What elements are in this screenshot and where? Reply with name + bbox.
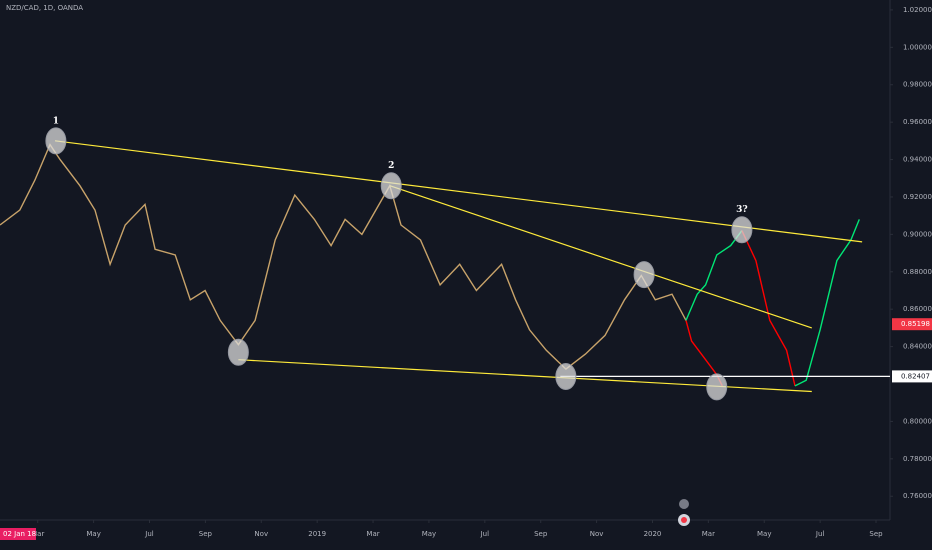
y-tick-label: 0.84000 (903, 343, 932, 351)
y-tick-label: 1.02000 (903, 6, 932, 14)
price-line (685, 230, 743, 321)
trend-line (389, 185, 812, 329)
y-tick-label: 0.78000 (903, 455, 932, 463)
point-label: 2 (388, 161, 394, 171)
y-tick-label: 0.92000 (903, 193, 932, 201)
x-tick-label: Sep (869, 530, 883, 538)
x-tick-label: Sep (199, 530, 213, 538)
price-line (794, 219, 860, 387)
x-tick-label: Mar (366, 530, 379, 538)
x-tick-label: Sep (534, 530, 548, 538)
highlight-circle (706, 373, 728, 401)
trend-line (54, 140, 863, 243)
highlight-circle (227, 338, 249, 366)
y-tick-label: 0.96000 (903, 118, 932, 126)
x-tick-label: Jul (815, 530, 825, 538)
y-tick-label: 0.94000 (903, 156, 932, 164)
highlight-circle (45, 127, 67, 155)
price-label: 0.82407 (901, 372, 930, 380)
x-tick-label: Mar (31, 530, 44, 538)
x-tick-label: Jul (480, 530, 490, 538)
y-tick-label: 0.90000 (903, 230, 932, 238)
x-tick-label: May (86, 530, 100, 538)
y-tick-label: 0.86000 (903, 305, 932, 313)
y-tick-label: 0.88000 (903, 268, 932, 276)
price-label-box (892, 370, 932, 383)
y-tick-label: 1.00000 (903, 43, 932, 51)
x-tick-label: Nov (254, 530, 268, 538)
cursor-label: 02 Jan 18 (3, 530, 36, 538)
x-tick-label: May (757, 530, 771, 538)
x-tick-label: Mar (702, 530, 715, 538)
point-label: 1 (53, 116, 59, 126)
x-tick-label: 2020 (644, 530, 662, 538)
x-tick-label: Nov (590, 530, 604, 538)
cursor-label-box (0, 528, 36, 540)
point-label: 3? (736, 205, 748, 215)
highlight-circle (380, 172, 402, 200)
x-tick-label: 2019 (308, 530, 326, 538)
y-tick-label: 0.98000 (903, 81, 932, 89)
highlight-circle (555, 363, 577, 391)
price-label-box (892, 318, 932, 331)
symbol-title: NZD/CAD, 1D, OANDA (6, 4, 83, 12)
price-line (741, 230, 796, 387)
y-tick-label: 0.76000 (903, 492, 932, 500)
event-icons (678, 499, 690, 526)
highlight-circle (731, 216, 753, 244)
highlight-circle (633, 261, 655, 289)
x-tick-label: May (422, 530, 436, 538)
price-label: 0.85198 (901, 320, 930, 328)
y-tick-label: 0.80000 (903, 417, 932, 425)
x-tick-label: Jul (144, 530, 154, 538)
